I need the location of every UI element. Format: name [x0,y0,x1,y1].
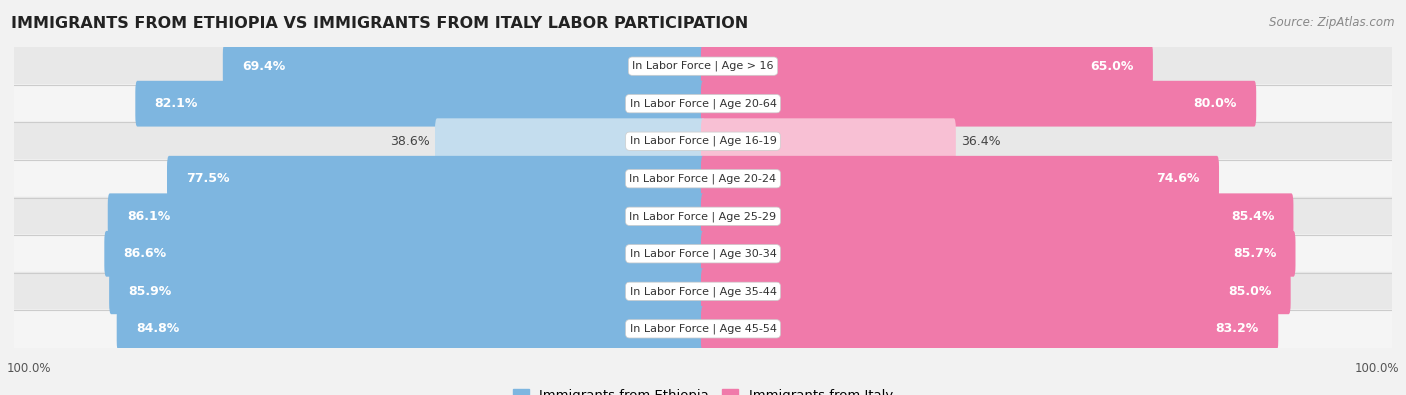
FancyBboxPatch shape [702,118,956,164]
Text: IMMIGRANTS FROM ETHIOPIA VS IMMIGRANTS FROM ITALY LABOR PARTICIPATION: IMMIGRANTS FROM ETHIOPIA VS IMMIGRANTS F… [11,16,748,31]
Legend: Immigrants from Ethiopia, Immigrants from Italy: Immigrants from Ethiopia, Immigrants fro… [508,384,898,395]
FancyBboxPatch shape [702,231,1295,276]
Text: 77.5%: 77.5% [186,172,229,185]
Text: 85.0%: 85.0% [1227,285,1271,298]
Text: 69.4%: 69.4% [242,60,285,73]
FancyBboxPatch shape [167,156,704,201]
FancyBboxPatch shape [14,122,1392,161]
FancyBboxPatch shape [135,81,704,126]
Text: 74.6%: 74.6% [1156,172,1199,185]
Text: In Labor Force | Age 30-34: In Labor Force | Age 30-34 [630,248,776,259]
FancyBboxPatch shape [14,234,1392,273]
Text: In Labor Force | Age 16-19: In Labor Force | Age 16-19 [630,136,776,147]
FancyBboxPatch shape [702,194,1294,239]
Text: 85.4%: 85.4% [1230,210,1274,223]
FancyBboxPatch shape [14,47,1392,86]
Text: 86.1%: 86.1% [127,210,170,223]
Text: In Labor Force | Age 35-44: In Labor Force | Age 35-44 [630,286,776,297]
FancyBboxPatch shape [14,272,1392,311]
FancyBboxPatch shape [702,306,1278,352]
Text: 83.2%: 83.2% [1216,322,1258,335]
Text: 38.6%: 38.6% [391,135,430,148]
Text: 82.1%: 82.1% [155,97,198,110]
Text: Source: ZipAtlas.com: Source: ZipAtlas.com [1270,16,1395,29]
Text: In Labor Force | Age 45-54: In Labor Force | Age 45-54 [630,324,776,334]
FancyBboxPatch shape [702,156,1219,201]
Text: In Labor Force | Age > 16: In Labor Force | Age > 16 [633,61,773,71]
FancyBboxPatch shape [117,306,704,352]
Text: 86.6%: 86.6% [124,247,167,260]
FancyBboxPatch shape [702,43,1153,89]
Text: 65.0%: 65.0% [1090,60,1133,73]
Text: 36.4%: 36.4% [960,135,1000,148]
Text: In Labor Force | Age 20-64: In Labor Force | Age 20-64 [630,98,776,109]
FancyBboxPatch shape [14,197,1392,236]
FancyBboxPatch shape [14,159,1392,198]
Text: 84.8%: 84.8% [136,322,179,335]
FancyBboxPatch shape [14,309,1392,348]
Text: 80.0%: 80.0% [1194,97,1237,110]
Text: In Labor Force | Age 20-24: In Labor Force | Age 20-24 [630,173,776,184]
FancyBboxPatch shape [434,118,704,164]
FancyBboxPatch shape [702,81,1256,126]
FancyBboxPatch shape [702,269,1291,314]
FancyBboxPatch shape [110,269,704,314]
Text: 85.9%: 85.9% [128,285,172,298]
Text: 100.0%: 100.0% [7,362,52,375]
FancyBboxPatch shape [104,231,704,276]
Text: In Labor Force | Age 25-29: In Labor Force | Age 25-29 [630,211,776,222]
Text: 85.7%: 85.7% [1233,247,1277,260]
Text: 100.0%: 100.0% [1354,362,1399,375]
FancyBboxPatch shape [108,194,704,239]
FancyBboxPatch shape [14,84,1392,123]
FancyBboxPatch shape [222,43,704,89]
